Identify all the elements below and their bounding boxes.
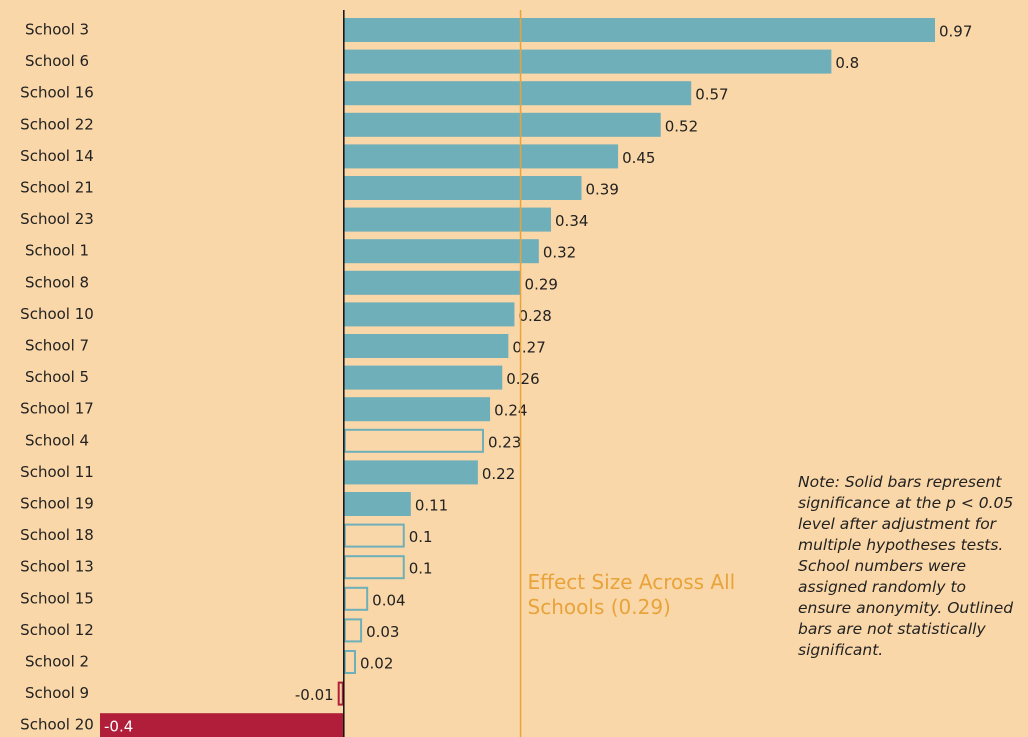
- y-tick-label: School 22: [20, 115, 94, 133]
- bar: [343, 302, 515, 327]
- bar: [343, 618, 363, 643]
- value-label: 0.22: [482, 465, 515, 483]
- bar: [343, 523, 405, 548]
- bar: [343, 144, 619, 169]
- bar: [343, 365, 503, 390]
- value-label: 0.97: [939, 23, 972, 41]
- bar: [343, 555, 405, 580]
- bar: [343, 176, 582, 200]
- bar: [343, 586, 369, 611]
- bar: [343, 239, 539, 264]
- y-tick-label: School 14: [20, 147, 94, 165]
- bar: [100, 713, 344, 737]
- value-label: 0.1: [409, 528, 433, 546]
- y-tick-label: School 4: [25, 431, 89, 449]
- y-tick-label: School 10: [20, 305, 94, 323]
- value-label: 0.45: [622, 149, 655, 167]
- bar: [343, 207, 552, 232]
- value-label: 0.26: [506, 370, 539, 388]
- value-label: -0.01: [295, 686, 334, 704]
- value-label: 0.23: [488, 433, 521, 451]
- value-label: 0.1: [409, 560, 433, 578]
- value-label: 0.39: [585, 181, 618, 199]
- value-label: 0.04: [372, 591, 405, 609]
- y-tick-label: School 19: [20, 495, 94, 513]
- bar: [343, 81, 692, 106]
- y-tick-label: School 6: [25, 52, 89, 70]
- y-tick-label: School 21: [20, 179, 94, 197]
- bar: [343, 460, 478, 485]
- value-label: 0.57: [695, 86, 728, 104]
- y-tick-label: School 13: [20, 558, 94, 576]
- y-tick-label: School 20: [20, 716, 94, 734]
- value-label: 0.11: [415, 497, 448, 515]
- y-tick-label: School 8: [25, 273, 89, 291]
- bar: [343, 334, 509, 358]
- bar: [343, 49, 832, 74]
- bar: [343, 270, 521, 295]
- y-tick-label: School 1: [25, 242, 89, 260]
- reference-label: Effect Size Across All Schools (0.29): [527, 570, 736, 619]
- value-label: 0.03: [366, 623, 399, 641]
- y-tick-label: School 18: [20, 526, 94, 544]
- value-label: 0.32: [543, 244, 576, 262]
- y-tick-label: School 17: [20, 400, 94, 418]
- y-tick-label: School 3: [25, 21, 89, 39]
- y-tick-label: School 15: [20, 589, 94, 607]
- bar: [337, 681, 344, 706]
- value-label: 0.24: [494, 402, 527, 420]
- value-label: 0.27: [512, 339, 545, 357]
- y-tick-label: School 16: [20, 84, 94, 102]
- bar: [343, 428, 484, 453]
- y-tick-label: School 9: [25, 684, 89, 702]
- bar: [343, 650, 356, 674]
- y-tick-label: School 2: [25, 653, 89, 671]
- bar: [343, 112, 661, 137]
- y-tick-label: School 7: [25, 337, 89, 355]
- value-label: 0.28: [518, 307, 551, 325]
- y-tick-label: School 23: [20, 210, 94, 228]
- value-label: 0.34: [555, 212, 588, 230]
- value-label: 0.52: [665, 117, 698, 135]
- value-label: 0.8: [835, 54, 859, 72]
- value-label: 0.29: [525, 275, 558, 293]
- value-label: 0.02: [360, 655, 393, 673]
- y-tick-label: School 5: [25, 368, 89, 386]
- note: Note: Solid bars represent significance …: [798, 473, 1014, 659]
- bar: [343, 397, 491, 422]
- bar: [343, 492, 411, 516]
- y-tick-label: School 12: [20, 621, 94, 639]
- value-label: -0.4: [104, 718, 133, 736]
- y-tick-label: School 11: [20, 463, 94, 481]
- bar: [343, 18, 935, 42]
